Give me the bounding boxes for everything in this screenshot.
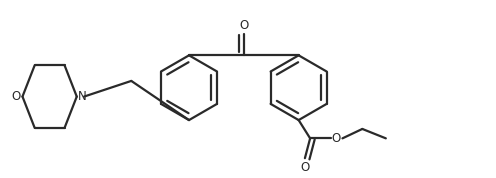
Text: N: N xyxy=(78,90,87,103)
Text: O: O xyxy=(239,19,248,32)
Text: O: O xyxy=(332,132,341,145)
Text: O: O xyxy=(300,161,310,174)
Text: O: O xyxy=(11,90,20,103)
